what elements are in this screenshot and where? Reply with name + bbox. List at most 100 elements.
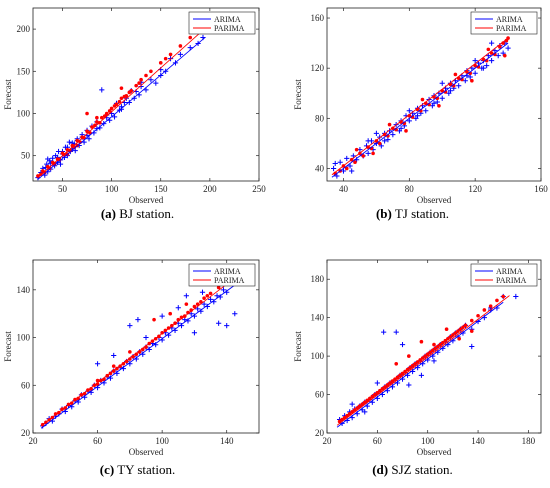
arima-point	[199, 289, 206, 295]
parima-fit-line	[336, 295, 510, 426]
parima-point	[425, 352, 430, 356]
y-tick-label: 160	[311, 13, 325, 23]
x-tick-label: 180	[522, 436, 536, 446]
parima-point	[420, 356, 425, 360]
parima-point	[432, 342, 436, 347]
parima-point	[476, 313, 480, 318]
arima-point	[111, 352, 117, 359]
parima-point	[117, 99, 122, 104]
arima-point	[220, 287, 227, 293]
parima-point	[400, 371, 405, 376]
parima-point	[76, 396, 80, 401]
parima-point	[208, 291, 213, 296]
parima-point	[158, 61, 163, 65]
arima-point	[445, 341, 451, 348]
arima-point	[489, 58, 495, 64]
x-tick-label: 140	[220, 436, 234, 446]
x-tick-label: 200	[203, 184, 217, 194]
x-tick-label: 20	[29, 436, 39, 446]
parima-point	[104, 111, 109, 116]
x-tick-label: 150	[154, 184, 168, 194]
panel-caption-text: BJ station.	[116, 206, 175, 221]
parima-point	[418, 358, 422, 362]
parima-point	[443, 338, 448, 343]
parima-point	[111, 364, 116, 368]
y-axis-label: Forecast	[293, 79, 303, 110]
arima-point	[447, 88, 454, 94]
parima-point	[448, 335, 453, 339]
parima-point	[361, 154, 366, 158]
arima-point	[135, 317, 141, 323]
arima-point	[365, 138, 371, 144]
arima-point	[398, 125, 404, 131]
arima-point	[472, 58, 478, 64]
parima-point	[383, 385, 387, 389]
x-axis-label: Observed	[129, 447, 164, 457]
x-tick-label: 120	[468, 184, 482, 194]
arima-point	[373, 130, 379, 136]
y-tick-label: 40	[315, 163, 325, 173]
parima-point	[456, 329, 460, 333]
arima-point	[431, 100, 437, 106]
arima-point	[143, 334, 149, 341]
arima-point	[127, 323, 133, 329]
arima-point	[377, 134, 383, 140]
y-tick-label: 140	[17, 285, 31, 295]
parima-point	[495, 298, 499, 303]
arima-point	[505, 45, 511, 51]
parima-point	[178, 44, 183, 48]
arima-point	[94, 126, 100, 132]
y-tick-label: 50	[21, 151, 31, 161]
y-tick-label: 180	[311, 274, 325, 284]
parima-point	[353, 160, 357, 164]
x-tick-label: 100	[155, 436, 169, 446]
parima-point	[453, 331, 458, 335]
parima-point	[413, 362, 417, 366]
parima-point	[128, 357, 132, 361]
y-tick-label: 100	[311, 351, 325, 361]
parima-point	[408, 365, 412, 370]
parima-fit-line	[40, 273, 240, 427]
parima-point	[216, 285, 221, 290]
arima-point	[111, 114, 118, 120]
x-tick-label: 140	[471, 436, 485, 446]
arima-point	[148, 77, 154, 83]
data-layer	[330, 36, 511, 179]
arima-point	[390, 132, 396, 138]
arima-point	[347, 163, 353, 169]
parima-point	[99, 115, 104, 120]
parima-point	[419, 339, 424, 344]
parima-point	[121, 362, 126, 366]
arima-point	[118, 106, 125, 112]
arima-point	[207, 296, 214, 302]
x-tick-label: 50	[58, 184, 68, 194]
parima-point	[399, 120, 403, 124]
parima-point	[394, 362, 399, 366]
x-axis-label: Observed	[129, 195, 164, 205]
parima-point	[390, 379, 395, 383]
arima-point	[393, 329, 399, 335]
panel-label: (b)	[375, 206, 392, 221]
arima-point	[214, 293, 220, 299]
panel-caption-text: TJ station.	[391, 206, 450, 221]
arima-point	[45, 156, 51, 162]
parima-point	[378, 388, 382, 393]
x-tick-label: 80	[405, 184, 415, 194]
x-tick-label: 20	[323, 436, 333, 446]
arima-point	[439, 95, 445, 101]
arima-point	[344, 155, 350, 162]
parima-point	[489, 51, 494, 55]
arima-point	[414, 113, 421, 119]
parima-point	[502, 53, 507, 58]
x-axis-label: Observed	[417, 447, 452, 457]
arima-point	[469, 343, 475, 350]
arima-point	[418, 372, 425, 378]
parima-point	[124, 93, 129, 98]
arima-point	[195, 306, 201, 312]
parima-point	[85, 111, 89, 116]
parima-point	[39, 172, 43, 177]
parima-point	[377, 141, 382, 146]
scatter-plot: 40 80 120 160 40 80 120 160 Observed Forecast ARIM…	[293, 7, 548, 205]
parima-point	[380, 386, 385, 391]
parima-point	[368, 396, 372, 401]
